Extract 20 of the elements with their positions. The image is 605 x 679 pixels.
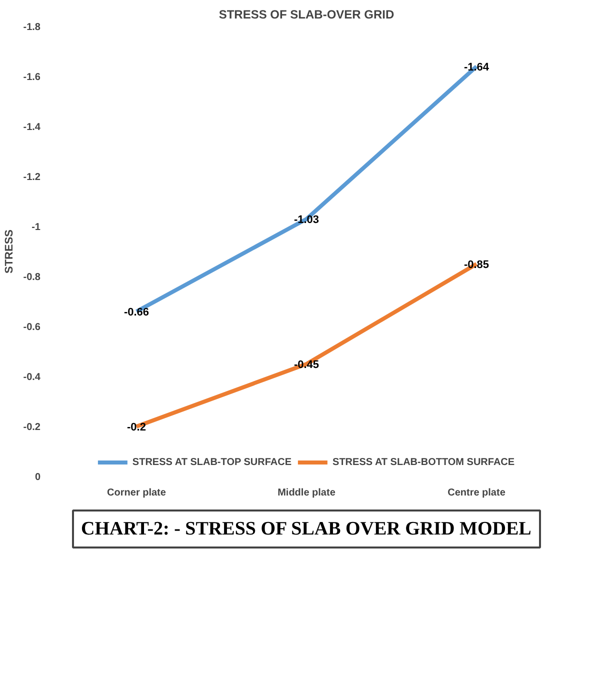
legend-label: STRESS AT SLAB-TOP SURFACE — [132, 456, 292, 468]
y-tick-label: -1.6 — [23, 72, 41, 83]
y-tick-label: -0.4 — [23, 372, 41, 383]
y-tick-label: -1.4 — [23, 122, 41, 133]
legend-label: STRESS AT SLAB-BOTTOM SURFACE — [332, 456, 515, 468]
y-tick-label: -0.2 — [23, 422, 41, 433]
y-tick-label: -1 — [32, 222, 41, 233]
y-tick-label: -0.8 — [23, 272, 41, 283]
data-label: -0.2 — [127, 422, 146, 434]
y-tick-label: 0 — [34, 472, 41, 483]
text: CHART-2: - STRESS OF SLAB OVER GRID MODEL — [80, 518, 532, 540]
y-axis-title: STRESS — [3, 229, 16, 274]
y-tick-label: -0.6 — [23, 322, 41, 333]
x-tick-label: Centre plate — [448, 488, 506, 498]
x-tick-label: Middle plate — [278, 488, 336, 498]
y-tick-label: -1.2 — [23, 172, 41, 183]
y-tick-label: -1.8 — [23, 22, 41, 33]
x-tick-label: Corner plate — [107, 488, 166, 498]
data-label: -0.66 — [124, 306, 150, 318]
chart-title: STRESS OF SLAB-OVER GRID — [218, 8, 395, 22]
